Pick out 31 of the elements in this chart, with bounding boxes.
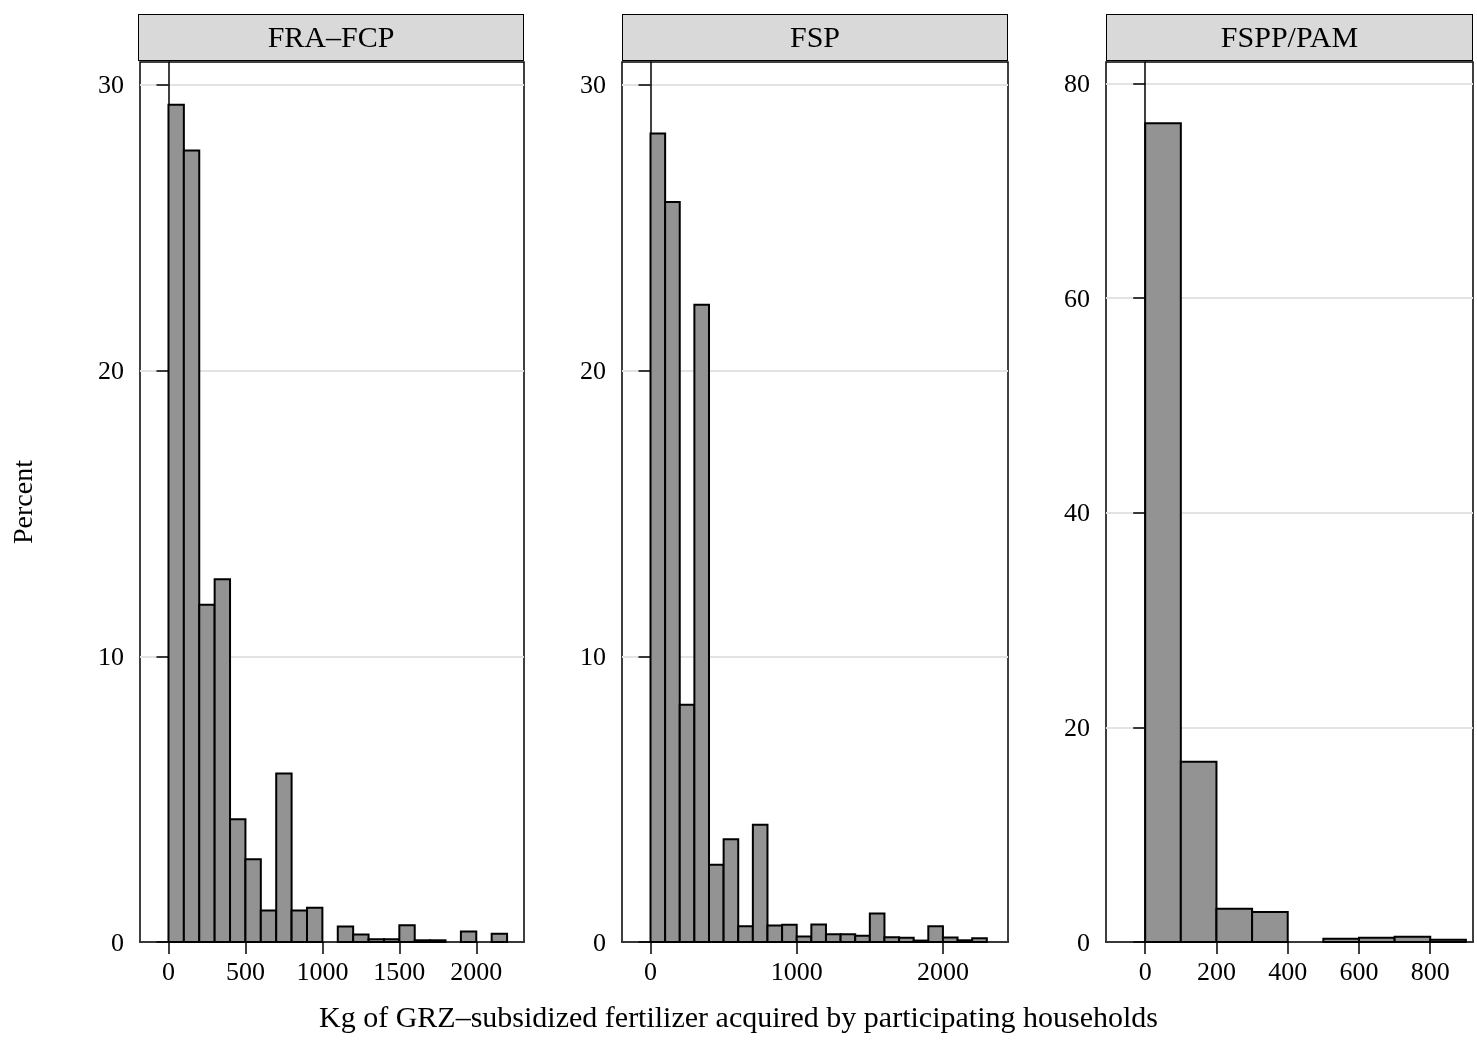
x-tick-label: 2000 [916, 956, 969, 986]
chart-title: FSPP/PAM [1106, 14, 1473, 61]
chart-title: FSP [622, 14, 1008, 61]
y-axis-title: Percent [6, 459, 38, 544]
y-tick-label: 0 [111, 927, 124, 957]
x-tick-label: 800 [1410, 956, 1450, 986]
y-tick-label: 30 [580, 70, 606, 100]
x-tick-label: 0 [161, 956, 175, 986]
y-tick-label: 10 [98, 641, 124, 671]
x-tick-label: 1000 [296, 956, 349, 986]
y-tick-label: 60 [1064, 283, 1090, 313]
y-tick-label: 0 [593, 927, 606, 957]
x-axis-title: Kg of GRZ–subsidized fertilizer acquired by participating households [318, 1000, 1159, 1034]
y-tick-label: 10 [580, 641, 606, 671]
x-tick-label: 1500 [373, 956, 426, 986]
x-tick-label: 0 [1138, 956, 1152, 986]
x-tick-label: 500 [225, 956, 265, 986]
y-tick-label: 40 [1064, 498, 1090, 528]
y-tick-label: 20 [98, 356, 124, 386]
x-tick-label: 200 [1196, 956, 1236, 986]
y-tick-label: 0 [1077, 927, 1090, 957]
x-tick-label: 400 [1268, 956, 1308, 986]
y-tick-label: 20 [580, 356, 606, 386]
y-tick-label: 30 [98, 70, 124, 100]
x-tick-label: 2000 [450, 956, 503, 986]
x-tick-label: 600 [1339, 956, 1379, 986]
x-tick-label: 1000 [770, 956, 823, 986]
y-tick-label: 80 [1064, 68, 1090, 98]
x-tick-label: 0 [644, 956, 658, 986]
chart-title: FRA–FCP [138, 14, 524, 61]
y-tick-label: 20 [1064, 712, 1090, 742]
